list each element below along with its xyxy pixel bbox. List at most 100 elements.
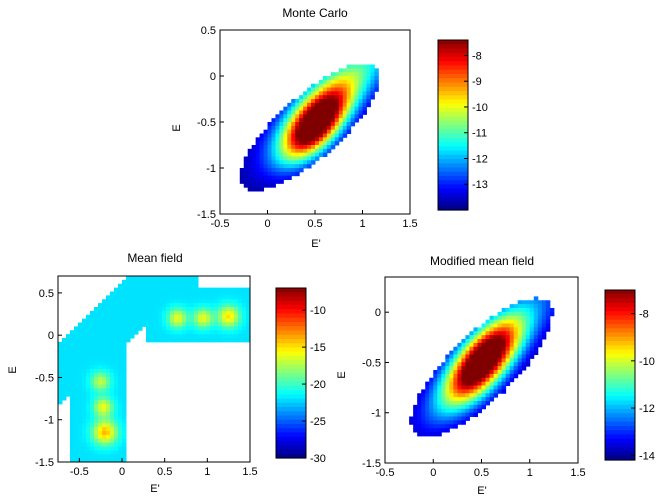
heatmap-cell — [66, 369, 71, 374]
x-axis-label: E' — [150, 483, 159, 495]
heatmap-cell — [318, 137, 324, 142]
heatmap-cell — [218, 314, 223, 320]
heatmap-cell — [134, 318, 139, 324]
heatmap-cell — [521, 339, 527, 344]
heatmap-cell — [307, 110, 312, 115]
x-axis-label: E' — [311, 238, 320, 250]
colorbar-segment — [605, 434, 635, 440]
heatmap-cell — [489, 346, 495, 352]
heatmap-cell — [194, 291, 199, 296]
heatmap-cell — [421, 432, 426, 437]
heatmap-cell — [202, 338, 207, 343]
heatmap-cell — [142, 276, 147, 281]
heatmap-cell — [465, 342, 470, 348]
heatmap-cell — [110, 442, 115, 448]
heatmap-cell — [299, 148, 304, 154]
heatmap-cell — [86, 338, 91, 343]
heatmap-cell — [102, 415, 107, 420]
heatmap-cell — [58, 396, 63, 401]
heatmap-cell — [311, 99, 316, 104]
heatmap-cell — [154, 287, 159, 293]
heatmap-cell — [485, 373, 491, 379]
heatmap-cell — [449, 408, 454, 414]
heatmap-cell — [513, 350, 519, 356]
heatmap-cell — [315, 118, 320, 123]
heatmap-cell — [283, 175, 288, 180]
heatmap-cell — [66, 365, 71, 370]
heatmap-cell — [126, 303, 131, 308]
heatmap-cell — [170, 295, 175, 300]
heatmap-cell — [110, 400, 115, 405]
heatmap-cell — [453, 358, 458, 363]
heatmap-cell — [86, 458, 91, 463]
heatmap-cell — [102, 314, 107, 320]
heatmap-cell — [318, 83, 324, 88]
colorbar-segment — [276, 351, 306, 357]
heatmap-cell — [98, 396, 103, 401]
heatmap-cell — [122, 419, 127, 424]
colorbar-segment — [276, 407, 306, 412]
heatmap-cell — [194, 287, 199, 293]
heatmap-cell — [525, 354, 531, 359]
heatmap-cell — [114, 407, 119, 413]
heatmap-cell — [509, 308, 515, 313]
heatmap-cell — [318, 122, 324, 127]
heatmap-cell — [267, 133, 272, 138]
heatmap-cell — [445, 428, 450, 433]
heatmap-cell — [291, 141, 296, 146]
heatmap-cell — [287, 156, 292, 161]
heatmap-cell — [70, 450, 75, 455]
heatmap-cell — [489, 362, 495, 367]
heatmap-cell — [134, 283, 139, 289]
heatmap-cell — [295, 125, 300, 131]
heatmap-cell — [513, 311, 519, 317]
heatmap-cell — [366, 95, 371, 100]
heatmap-cell — [505, 377, 511, 383]
heatmap-cell — [267, 137, 272, 142]
heatmap-cell — [90, 438, 95, 444]
heatmap-cell — [291, 164, 296, 169]
heatmap-cell — [437, 393, 442, 398]
colorbar-tick-label: -10 — [472, 102, 488, 114]
heatmap-cell — [194, 334, 199, 339]
heatmap-cell — [334, 125, 340, 131]
heatmap-cell — [529, 354, 535, 359]
heatmap-cell — [178, 287, 183, 293]
heatmap-cell — [330, 99, 336, 104]
heatmap-cell — [481, 335, 487, 340]
heatmap-cell — [485, 366, 491, 371]
heatmap-cell — [469, 401, 474, 406]
heatmap-cell — [106, 299, 111, 304]
heatmap-cell — [537, 315, 543, 321]
heatmap-cell — [210, 303, 215, 308]
heatmap-cell — [62, 372, 67, 378]
heatmap-cell — [509, 373, 515, 379]
heatmap-cell — [287, 106, 292, 111]
heatmap-cell — [342, 87, 348, 92]
heatmap-cell — [238, 326, 243, 331]
heatmap-cell — [311, 110, 316, 115]
heatmap-cell — [267, 179, 272, 184]
colorbar-segment — [276, 360, 306, 366]
heatmap-cell — [533, 331, 539, 336]
heatmap-cell — [287, 125, 292, 131]
heatmap-cell — [174, 276, 179, 281]
heatmap-cell — [182, 338, 187, 343]
heatmap-cell — [230, 299, 235, 304]
heatmap-cell — [190, 287, 195, 293]
heatmap-cell — [174, 338, 179, 343]
heatmap-cell — [70, 438, 75, 444]
heatmap-cell — [334, 118, 340, 123]
heatmap-cell — [485, 389, 491, 394]
heatmap-cell — [78, 334, 83, 339]
heatmap-cell — [98, 415, 103, 420]
heatmap-cell — [279, 152, 284, 157]
heatmap-cell — [303, 164, 308, 169]
heatmap-cell — [477, 358, 482, 363]
heatmap-cell — [533, 350, 539, 356]
heatmap-cell — [114, 334, 119, 339]
heatmap-cell — [202, 307, 207, 312]
heatmap-cell — [271, 171, 276, 177]
heatmap-cell — [154, 330, 159, 335]
heatmap-cell — [102, 411, 107, 417]
